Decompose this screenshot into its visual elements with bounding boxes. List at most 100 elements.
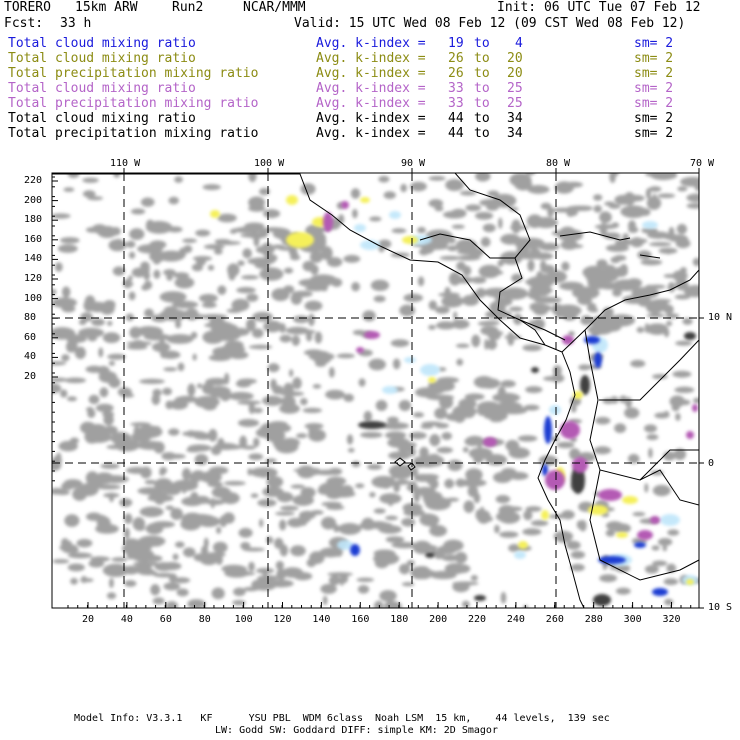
legend-row-6-avg: Avg. k-index = [316, 126, 426, 141]
yellow-patch [210, 210, 220, 218]
cloud-blob [610, 256, 621, 264]
cloud-blob [333, 524, 340, 533]
cloud-blob [276, 491, 294, 503]
cloud-blob [680, 176, 699, 187]
cloud-blob [86, 477, 94, 482]
cloud-blob [429, 524, 448, 537]
cloud-blob [561, 261, 570, 272]
cloud-blob [663, 578, 679, 586]
cloud-blob [299, 397, 308, 406]
cloud-blob [499, 531, 519, 538]
cloud-blob [658, 247, 678, 254]
cloud-blob [178, 247, 187, 259]
legend-row-1-field: Total cloud mixing ratio [8, 51, 196, 66]
coastline [639, 449, 699, 481]
cloud-blob [435, 306, 450, 314]
cloud-blob [398, 399, 412, 411]
cloud-blob [471, 276, 487, 284]
cloud-blob [248, 173, 257, 183]
cloud-blob [163, 582, 181, 591]
cloud-blob [151, 393, 161, 406]
cloud-blob [429, 478, 439, 490]
cloud-blob [326, 476, 347, 486]
cloud-blob [366, 464, 383, 470]
cloud-blob [646, 323, 669, 335]
lat-label-0: 0 [708, 458, 715, 469]
cloud-blob [428, 300, 438, 311]
lon-label-110w: 110 W [110, 158, 141, 169]
cloud-blob [290, 484, 306, 489]
lat-label-10s: 10 S [708, 602, 733, 613]
legend-row-2-from: 26 [448, 66, 464, 81]
cloud-blob [98, 371, 118, 383]
cloud-blob [149, 240, 167, 250]
cloud-blob [381, 422, 410, 430]
cloud-blob [640, 259, 663, 266]
cloud-blob [269, 421, 288, 428]
cloud-blob [287, 517, 304, 528]
cloud-blob [320, 516, 337, 530]
cloud-blob [470, 575, 478, 581]
cloud-blob [59, 544, 78, 552]
x-tick-label: 320 [662, 614, 681, 625]
cloud-blob [456, 358, 464, 366]
cloud-blob [533, 296, 562, 304]
cloud-blob [143, 280, 153, 290]
cloud-blob [255, 245, 275, 254]
cloud-blob [187, 383, 196, 397]
cloud-blob [391, 228, 407, 234]
cloud-blob [259, 188, 270, 196]
x-tick-label: 40 [120, 614, 133, 625]
cloud-blob [456, 261, 466, 271]
cloud-blob [321, 501, 342, 507]
cloud-blob [88, 423, 107, 436]
cloud-blob [314, 331, 323, 344]
cloud-blob [88, 394, 100, 405]
cloud-blob [508, 306, 523, 312]
cloud-blob [237, 400, 261, 405]
light-blue-patch [354, 224, 366, 232]
cloud-blob [620, 205, 647, 218]
cloud-blob [284, 267, 294, 274]
cloud-blob [211, 486, 231, 499]
purple-patch [545, 470, 565, 490]
cloud-blob [663, 328, 670, 338]
cloud-blob [483, 287, 510, 298]
cloud-blob [308, 313, 315, 327]
cloud-blob [210, 497, 216, 509]
cloud-blob [509, 173, 532, 187]
cloud-blob [278, 246, 299, 251]
cloud-blob [85, 433, 99, 444]
cloud-blob [637, 250, 652, 260]
cloud-blob [402, 502, 423, 513]
purple-patch [692, 404, 698, 412]
cloud-blob [216, 526, 222, 534]
legend-row-5-from: 44 [448, 111, 464, 126]
cloud-blob [465, 468, 483, 482]
cloud-blob [310, 510, 324, 515]
cloud-blob [399, 563, 411, 575]
cloud-blob [125, 466, 149, 474]
cloud-blob [187, 430, 194, 438]
cloud-blob [654, 412, 670, 419]
legend-row-4-to: 25 [507, 96, 523, 111]
cloud-blob [67, 563, 85, 572]
cloud-blob [445, 179, 464, 192]
cloud-blob [374, 557, 389, 569]
light-blue-patch [360, 240, 380, 250]
cloud-blob [237, 418, 260, 427]
cloud-blob [248, 344, 273, 350]
cloud-blob [183, 547, 196, 558]
cloud-blob [272, 385, 284, 395]
cloud-blob [186, 448, 202, 453]
cloud-blob [142, 265, 150, 274]
cloud-blob [497, 260, 504, 267]
cloud-blob [570, 550, 586, 559]
cloud-blob [385, 536, 405, 543]
cloud-blob [133, 425, 140, 438]
cloud-blob [525, 386, 543, 394]
light-blue-patch [337, 540, 353, 550]
cloud-blob [225, 570, 231, 575]
cloud-blob [390, 339, 410, 348]
